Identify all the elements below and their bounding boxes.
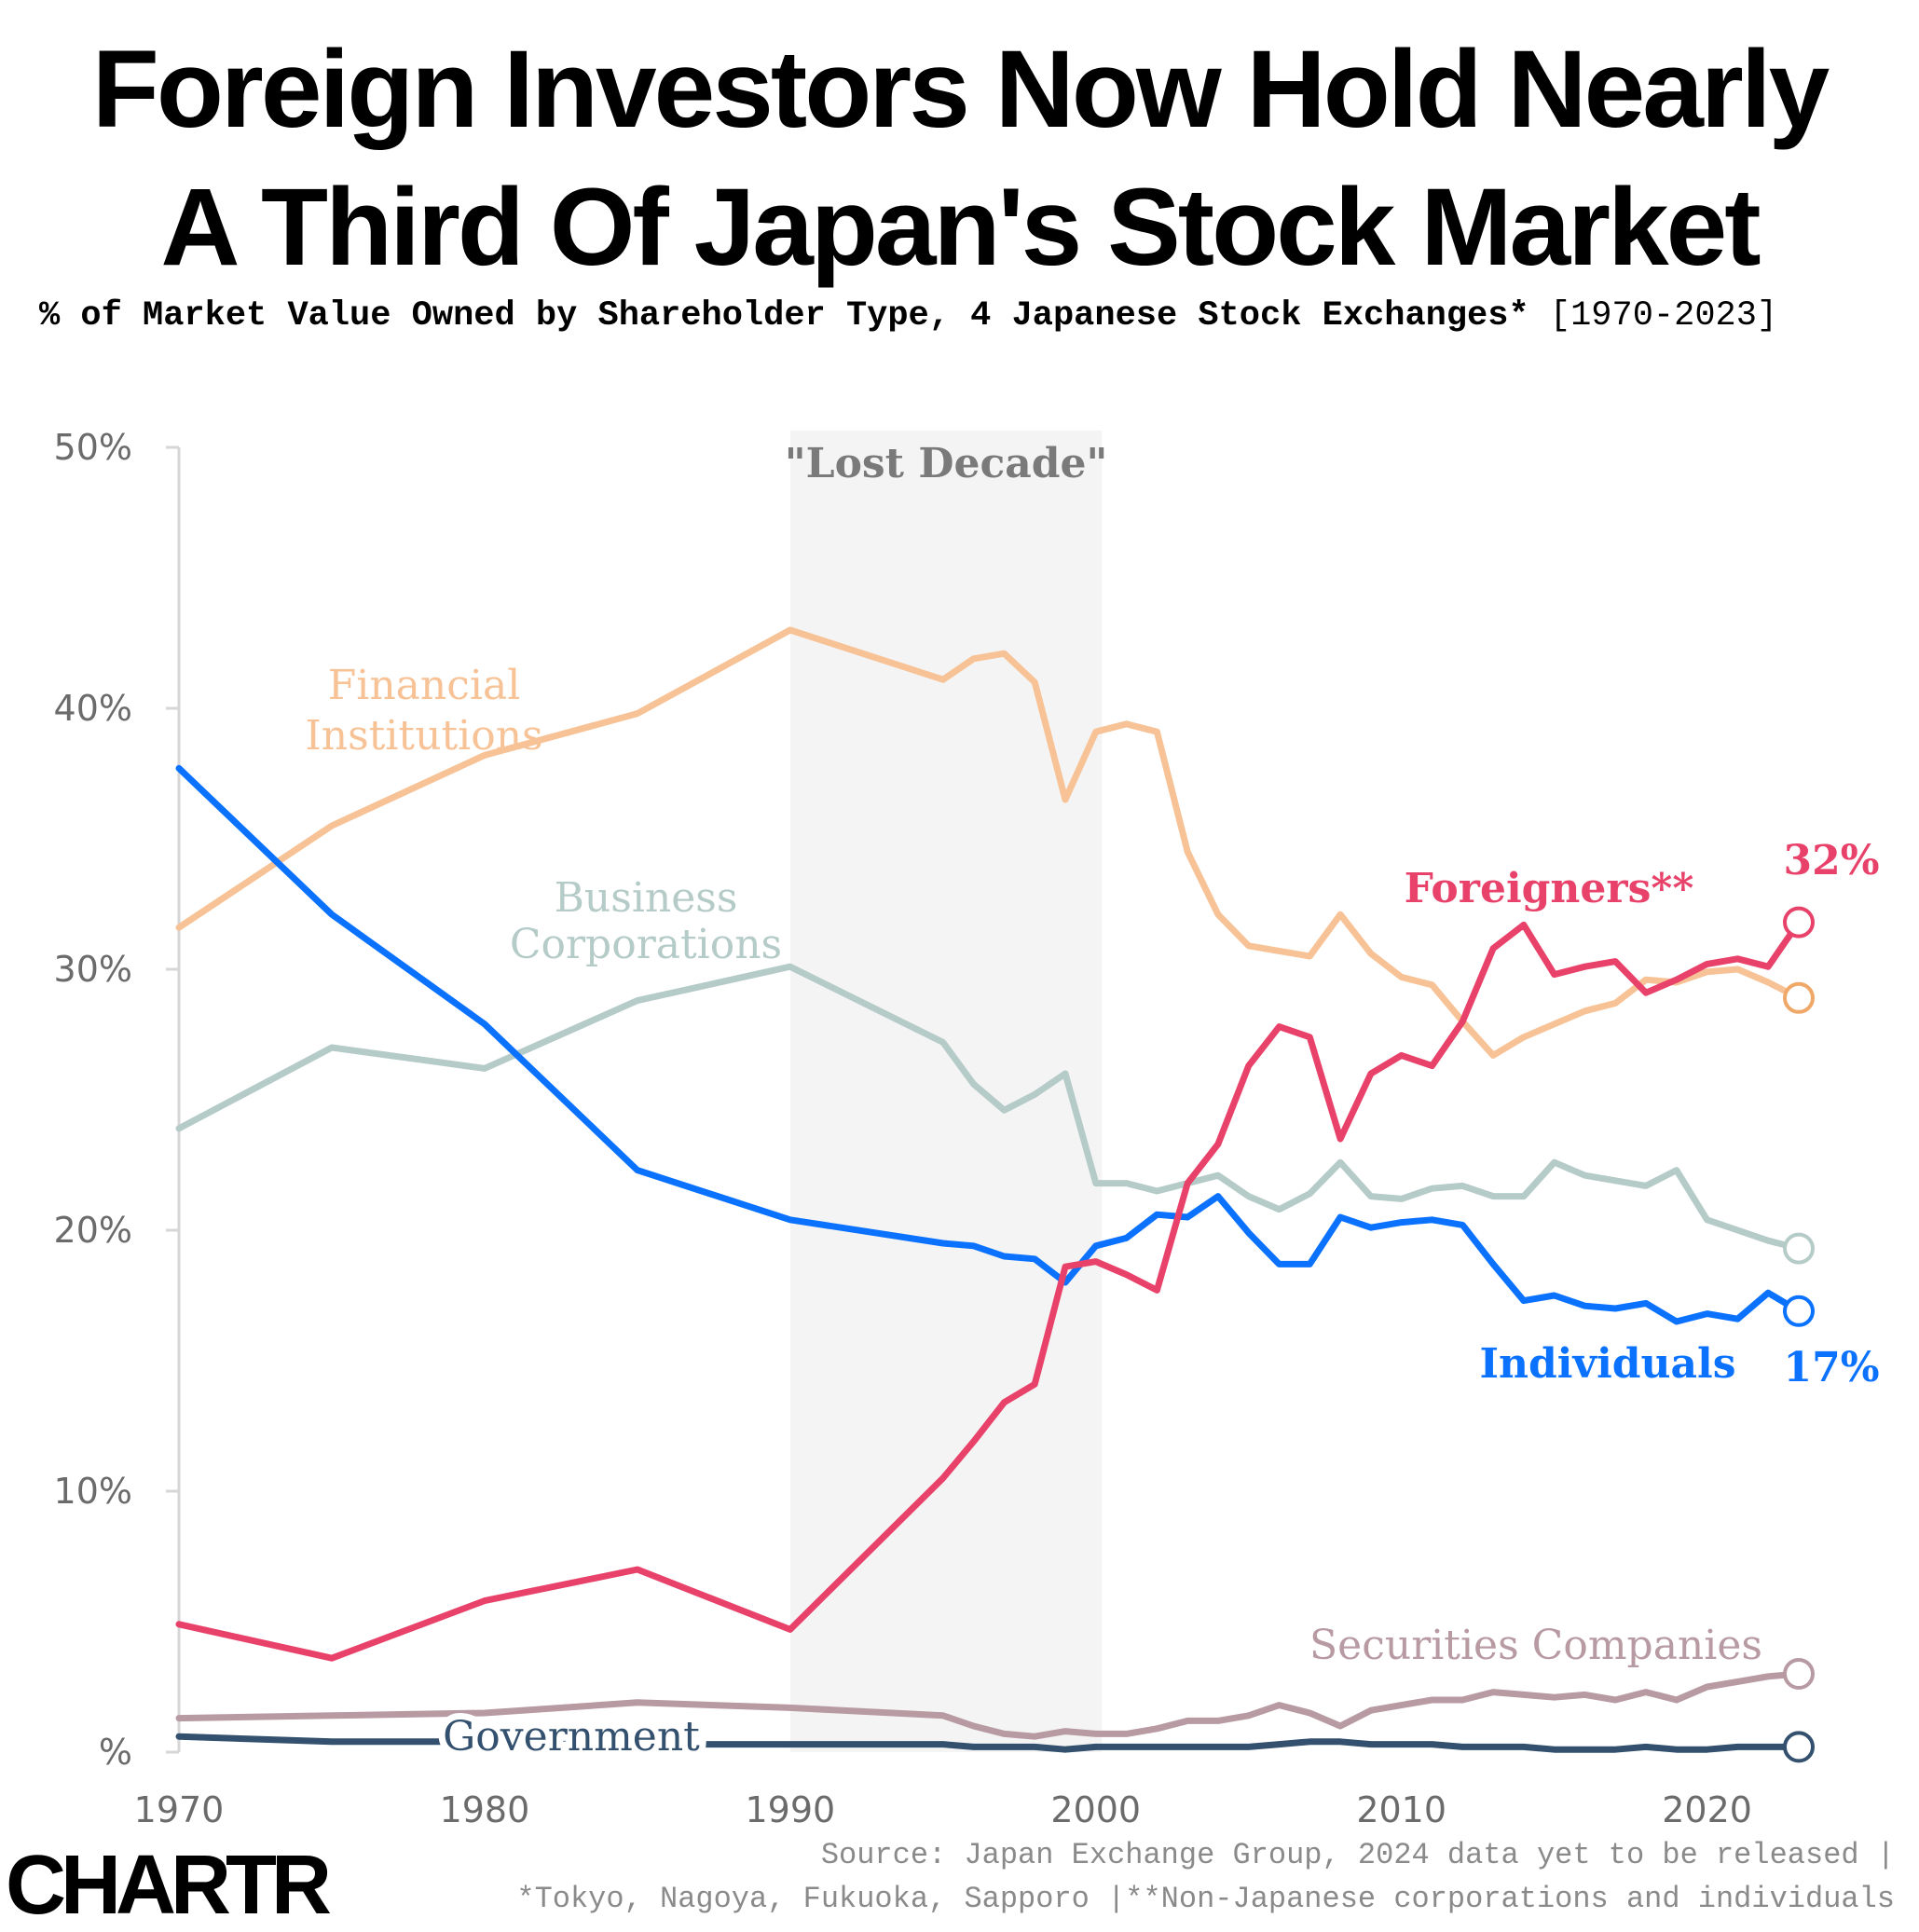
series-label-line: Foreigners** — [1405, 865, 1694, 912]
x-tick-label: 1980 — [440, 1789, 530, 1830]
end-value-label-3: 32% — [1783, 837, 1879, 884]
y-tick-label: 50% — [54, 427, 132, 468]
x-tick-label: 2020 — [1662, 1789, 1752, 1830]
chart-title: Foreign Investors Now Hold Nearly A Thir… — [0, 21, 1919, 296]
x-tick-label: 2000 — [1050, 1789, 1141, 1830]
logo-text: CHARTR — [6, 1839, 332, 1932]
series-label-line: Government — [443, 1713, 700, 1761]
title-line-2: A Third Of Japan's Stock Market — [160, 166, 1761, 289]
end-marker-5 — [1783, 1731, 1815, 1763]
series-label-2: Individuals — [1479, 1340, 1735, 1388]
end-value-label-2: 17% — [1783, 1344, 1879, 1391]
series-label-1: Business Corporations — [510, 874, 782, 968]
end-marker-2 — [1783, 1295, 1815, 1327]
series-label-line: Institutions — [305, 712, 542, 760]
end-marker-3 — [1783, 906, 1815, 939]
subtitle-range: [1970-2023] — [1549, 296, 1778, 336]
end-marker-1 — [1783, 1232, 1815, 1265]
lost-decade-band — [789, 431, 1103, 1752]
series-label-line: Corporations — [510, 921, 782, 968]
series-label-5: Government — [443, 1713, 700, 1761]
y-tick-label: 40% — [54, 688, 132, 729]
series-line-5 — [175, 1733, 1802, 1753]
series-line-3 — [175, 919, 1802, 1662]
x-tick-label: 1990 — [745, 1789, 835, 1830]
series-label-4: Securities Companies — [1309, 1622, 1762, 1669]
y-tick-label: 30% — [54, 949, 132, 990]
source-note: Source: Japan Exchange Group, 2024 data … — [820, 1838, 1895, 1872]
x-tick-label: 2010 — [1356, 1789, 1446, 1830]
y-tick-label: 10% — [54, 1471, 132, 1512]
footnote: *Tokyo, Nagoya, Fukuoka, Sapporo |**Non-… — [516, 1882, 1895, 1916]
series-label-line: Securities Companies — [1309, 1622, 1762, 1669]
series-line-1 — [175, 963, 1802, 1253]
chart-subtitle: % of Market Value Owned by Shareholder T… — [39, 296, 1894, 336]
series-label-line: Individuals — [1479, 1340, 1735, 1388]
chartr-logo: CHARTR — [6, 1843, 332, 1927]
lost-decade-label: "Lost Decade" — [785, 440, 1108, 487]
series-line-4 — [175, 1670, 1802, 1740]
y-tick-label: % — [99, 1732, 132, 1773]
x-tick-label: 1970 — [134, 1789, 225, 1830]
series-line-0 — [175, 626, 1802, 1059]
series-label-0: Financial Institutions — [305, 662, 542, 760]
title-line-1: Foreign Investors Now Hold Nearly — [91, 28, 1830, 151]
series-label-line: Financial — [328, 662, 521, 709]
series-line-2 — [175, 764, 1802, 1325]
series-label-line: Business — [555, 874, 738, 922]
end-marker-0 — [1783, 981, 1815, 1014]
series-label-3: Foreigners** — [1405, 865, 1694, 912]
subtitle-main: % of Market Value Owned by Shareholder T… — [39, 296, 1529, 336]
end-marker-4 — [1783, 1658, 1815, 1690]
y-tick-label: 20% — [54, 1210, 132, 1251]
